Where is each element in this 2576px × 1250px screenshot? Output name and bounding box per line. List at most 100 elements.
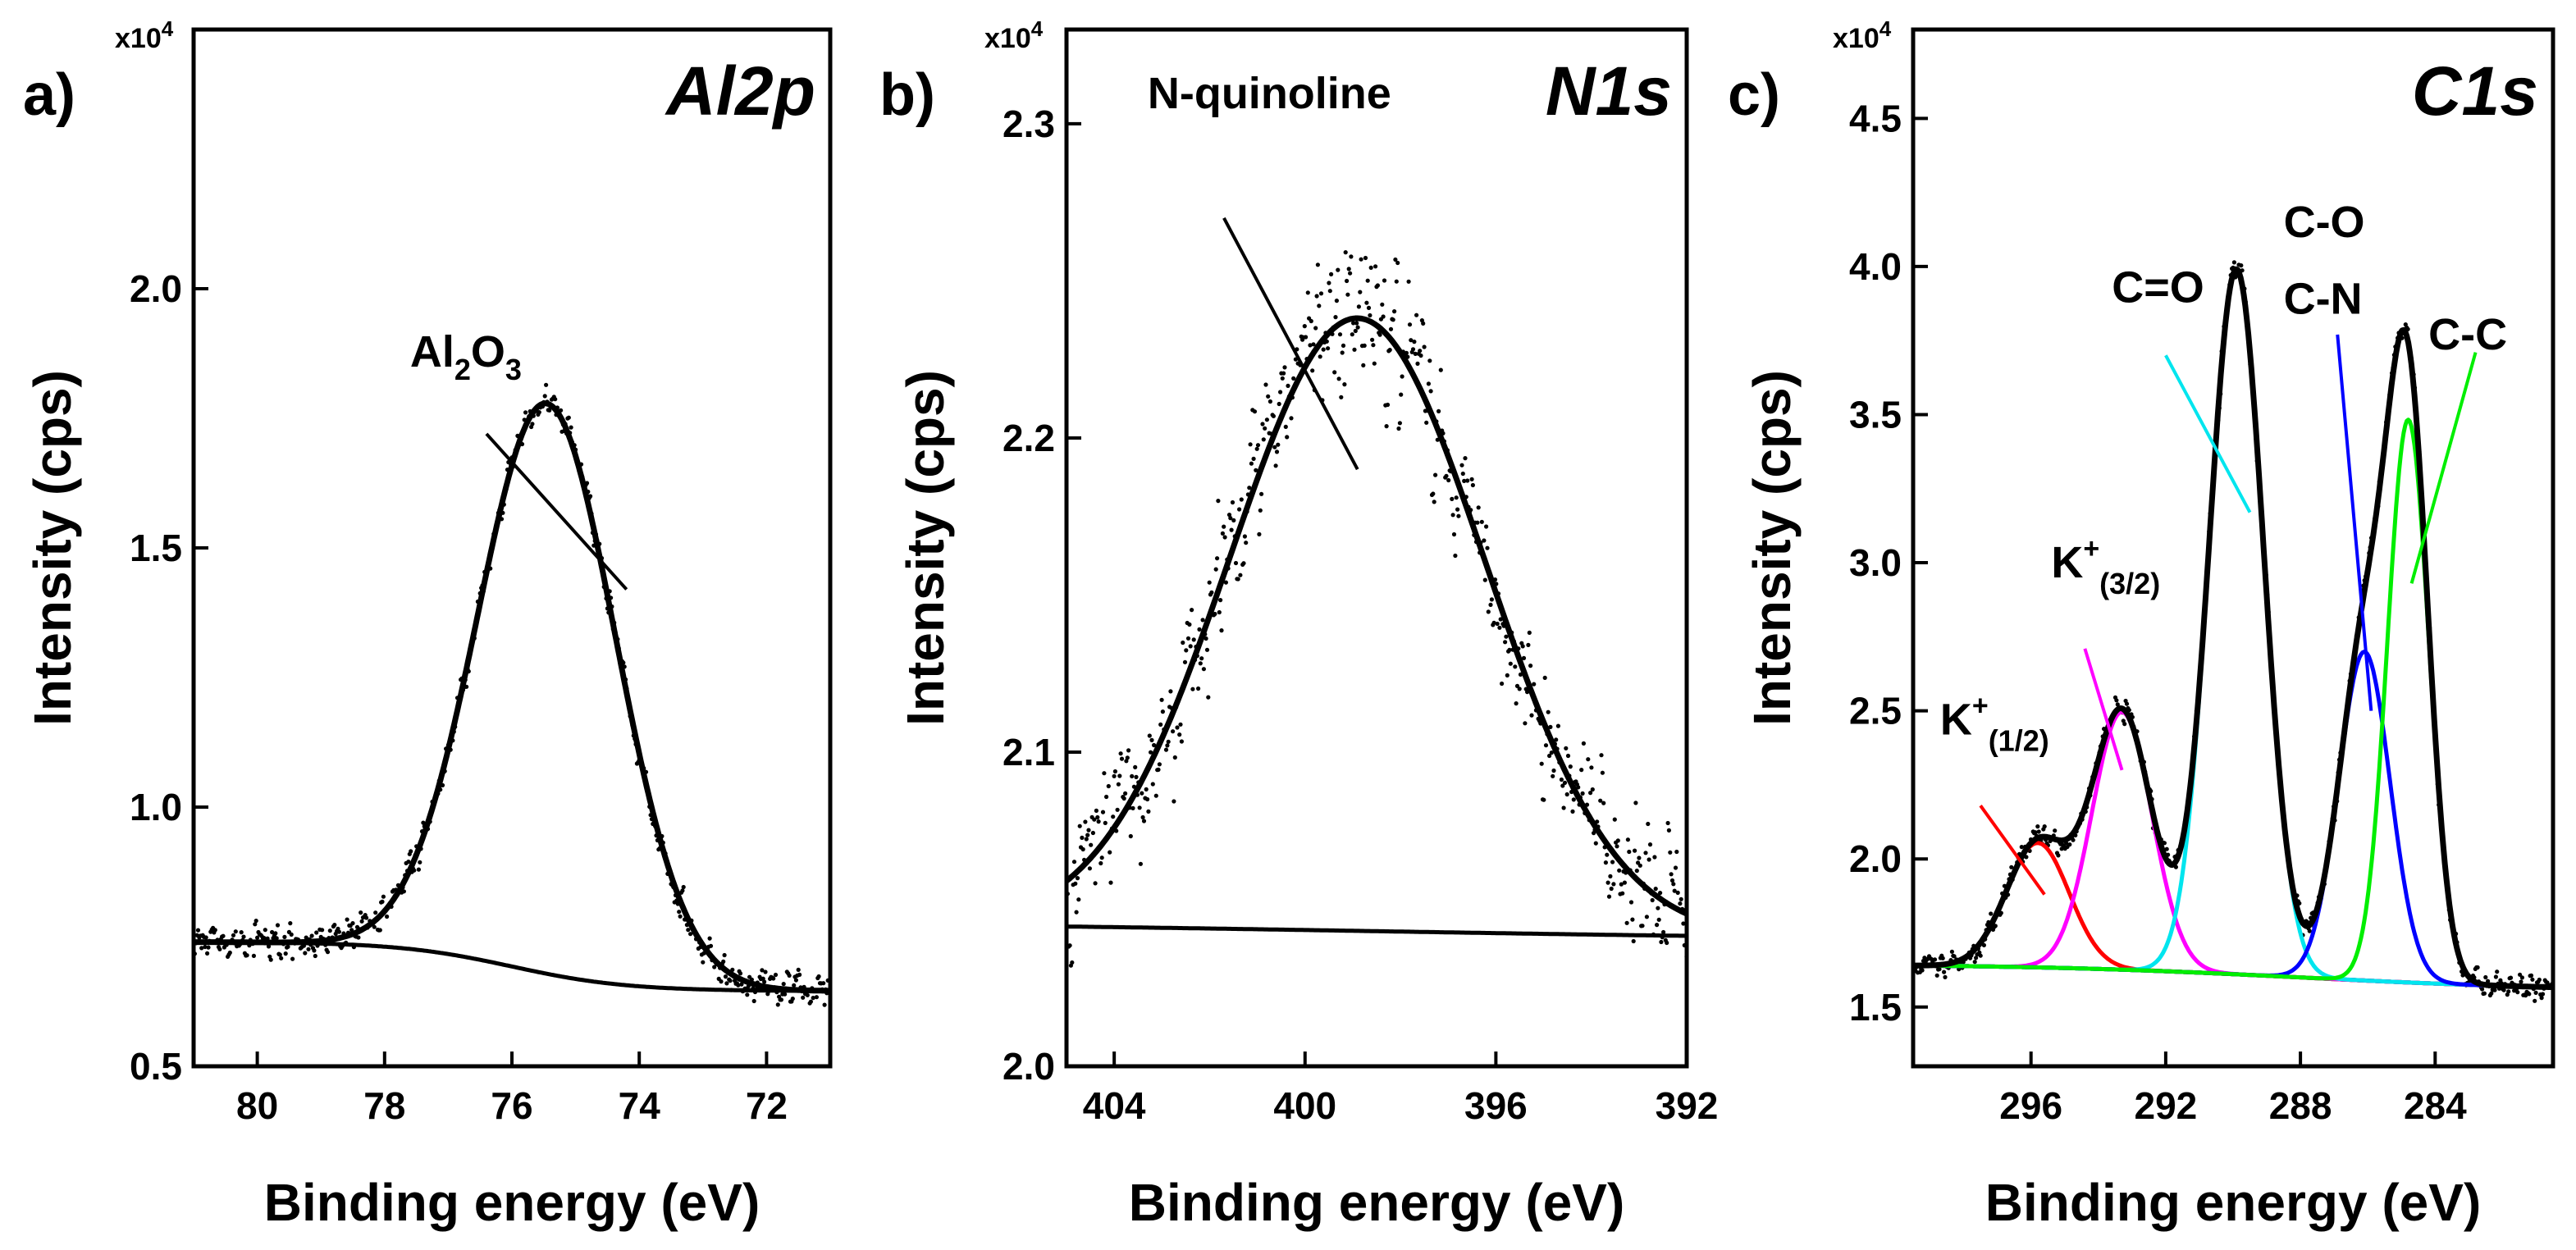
raw-data-point	[779, 997, 784, 1002]
raw-data-point	[306, 947, 311, 951]
raw-data-point	[1394, 279, 1399, 284]
raw-data-point	[1313, 326, 1318, 331]
raw-data-point	[1479, 519, 1484, 524]
raw-data-point	[1609, 886, 1614, 892]
raw-data-point	[814, 995, 820, 1000]
raw-data-point	[1456, 513, 1461, 518]
y-tick-label: 2.1	[1003, 731, 1055, 773]
raw-data-point	[1355, 325, 1360, 330]
raw-data-point	[1102, 771, 1107, 776]
raw-data-point	[701, 960, 706, 965]
raw-data-point	[1080, 835, 1085, 840]
raw-data-point	[1665, 820, 1670, 826]
raw-data-point	[1304, 335, 1309, 340]
raw-data-point	[1599, 753, 1604, 758]
raw-data-point	[283, 951, 288, 956]
raw-data-point	[1329, 271, 1334, 276]
raw-data-point	[2042, 824, 2047, 829]
raw-data-point	[1233, 560, 1239, 566]
raw-data-point	[2122, 722, 2127, 727]
raw-data-point	[212, 928, 217, 933]
raw-data-point	[2533, 998, 2537, 1003]
raw-data-point	[1177, 732, 1182, 737]
raw-data-point	[359, 919, 364, 924]
y-multiplier-label: x104	[1833, 16, 1892, 54]
y-multiplier-label: x104	[984, 16, 1044, 54]
raw-data-point	[1932, 957, 1938, 962]
raw-data-point	[1204, 647, 1210, 652]
raw-data-point	[1190, 608, 1194, 613]
raw-data-point	[2115, 702, 2120, 707]
raw-data-point	[1628, 900, 1634, 905]
raw-data-point	[797, 972, 802, 977]
fit-envelope	[1913, 266, 2553, 991]
panel-title: C1s	[2412, 52, 2538, 130]
raw-data-point	[2307, 928, 2312, 933]
raw-data-point	[314, 930, 319, 935]
raw-data-point	[1272, 445, 1277, 449]
raw-data-point	[1117, 773, 1122, 778]
raw-data-point	[1188, 644, 1193, 649]
raw-data-point	[1242, 534, 1247, 539]
annotation-leader-line	[1979, 805, 2046, 896]
raw-data-point	[274, 936, 279, 941]
raw-data-point	[1488, 602, 1493, 608]
raw-data-point	[1336, 267, 1341, 272]
raw-data-point	[1541, 797, 1546, 802]
raw-data-point	[1620, 891, 1625, 896]
y-tick-label: 1.0	[130, 786, 182, 828]
raw-data-point	[1454, 495, 1459, 500]
annotation-leader-line	[485, 432, 628, 591]
raw-data-point	[1346, 267, 1351, 271]
raw-data-point	[1373, 264, 1378, 269]
raw-data-point	[712, 965, 717, 969]
raw-data-point	[1421, 321, 1426, 326]
raw-data-point	[1096, 819, 1101, 824]
raw-data-point	[356, 935, 361, 940]
raw-data-point	[1366, 305, 1372, 310]
raw-data-point	[1341, 343, 1346, 348]
raw-data-point	[1426, 381, 1431, 386]
raw-data-point	[1108, 850, 1112, 855]
raw-data-point	[1673, 865, 1679, 870]
raw-data-point	[1427, 358, 1432, 363]
raw-data-point	[1382, 278, 1387, 283]
raw-data-point	[332, 923, 337, 928]
raw-data-point	[1146, 809, 1151, 814]
fit-envelope	[1066, 315, 1687, 917]
raw-data-point	[1305, 290, 1310, 295]
raw-data-point	[1375, 283, 1380, 288]
raw-data-point	[2495, 969, 2500, 974]
raw-data-point	[1241, 561, 1246, 566]
raw-data-point	[1476, 505, 1481, 510]
raw-data-point	[1118, 751, 1123, 756]
raw-data-point	[1655, 923, 1660, 928]
raw-data-point	[1350, 332, 1354, 337]
raw-data-point	[1564, 746, 1569, 750]
raw-data-point	[1562, 780, 1568, 786]
panel-label: a)	[23, 62, 75, 128]
raw-data-point	[1089, 842, 1094, 847]
raw-data-point	[1668, 850, 1673, 855]
raw-data-point	[1289, 416, 1294, 421]
raw-data-point	[1570, 809, 1575, 814]
y-axis-title: Intensity (cps)	[896, 370, 955, 726]
raw-data-point	[1222, 524, 1226, 529]
raw-data-point	[373, 910, 378, 915]
raw-data-point	[1182, 659, 1188, 664]
raw-data-point	[677, 910, 682, 915]
raw-data-point	[738, 971, 743, 976]
raw-data-point	[1943, 974, 1948, 979]
raw-data-point	[1363, 255, 1368, 261]
raw-data-point	[1606, 894, 1612, 899]
raw-data-point	[2033, 830, 2038, 835]
raw-data-point	[1267, 399, 1272, 404]
raw-data-point	[253, 922, 258, 927]
raw-data-point	[1362, 343, 1367, 348]
raw-data-point	[2539, 996, 2544, 1001]
raw-data-point	[1396, 426, 1401, 431]
raw-data-point	[1317, 303, 1322, 308]
raw-data-point	[385, 914, 390, 919]
raw-data-point	[1184, 648, 1189, 653]
x-axis-title: Binding energy (eV)	[264, 1173, 760, 1232]
